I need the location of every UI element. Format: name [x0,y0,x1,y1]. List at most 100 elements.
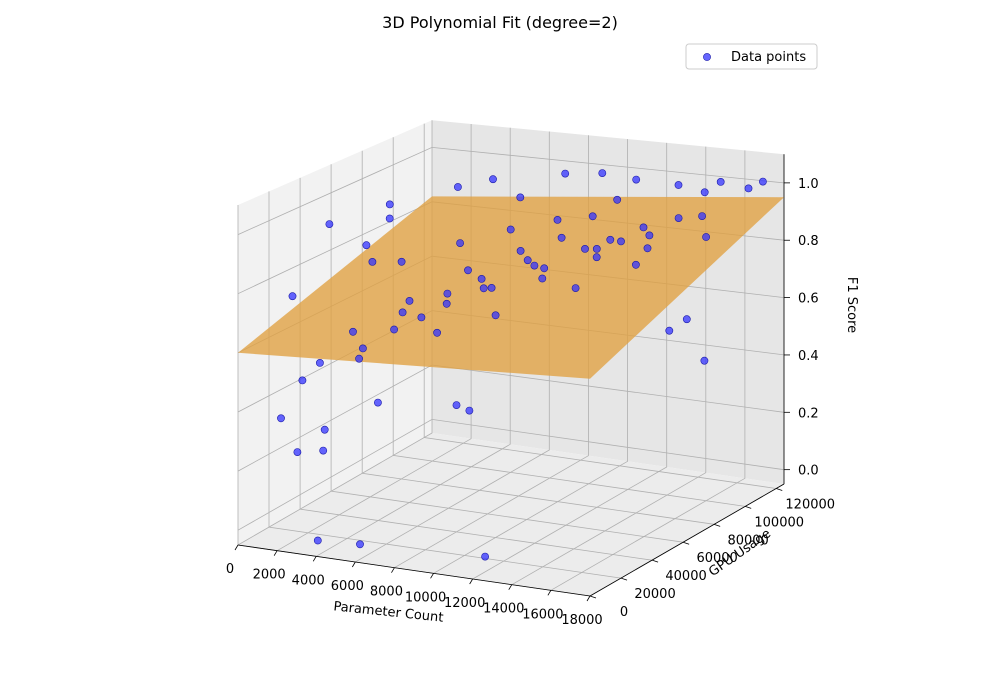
data-point [523,256,532,265]
x-tick [312,556,317,562]
data-point [581,244,589,253]
x-tick [351,561,356,568]
z-tick-label: 0.4 [798,349,819,364]
fit-surface-layer [238,196,784,379]
x-tick-label: 12000 [444,596,485,611]
data-point [481,552,489,561]
x-tick-label: 8000 [370,585,403,600]
data-point [540,264,549,273]
data-points-layer [277,169,767,561]
data-point [298,376,307,385]
axes-lines [237,154,785,597]
z-gridline [237,146,785,235]
y-tick-label: 20000 [634,587,675,602]
x-tick-label: 0 [226,562,234,577]
y-tick [776,488,783,491]
data-point [313,536,322,545]
data-point [358,344,367,353]
x-tick [273,550,278,556]
x-tick [430,573,434,579]
legend-box [685,43,818,70]
data-point [632,260,640,269]
data-point [530,261,539,270]
y-gridline [299,177,653,561]
y-tick [745,506,752,509]
data-point [356,540,364,549]
fit-surface [238,196,784,379]
data-point [487,283,496,292]
data-point [390,325,398,334]
data-point [561,169,570,178]
data-point [465,406,474,415]
data-point [702,233,710,241]
data-point [538,274,547,283]
data-point [320,425,329,434]
data-point [606,235,615,244]
y-tick-label: 40000 [665,569,706,584]
y-tick-label: 0 [620,605,628,620]
data-point [479,284,488,293]
x-tick-label: 10000 [405,590,446,605]
data-point [700,188,709,197]
data-point [277,414,285,423]
chart-title: 3D Polynomial Fit (degree=2) [382,13,618,32]
data-point [698,212,706,220]
data-point [453,183,462,191]
data-point [442,299,451,308]
data-point [632,175,641,184]
x-tick [547,590,552,596]
data-point [557,233,566,242]
data-point [553,215,562,224]
data-point [433,328,441,337]
y-axis-line [589,483,785,597]
x-tick-label: 6000 [331,579,364,594]
data-point [355,354,363,363]
data-point [506,225,515,234]
data-point [571,284,580,292]
data-point [373,398,382,407]
x-tick [391,567,395,573]
data-point [613,195,622,204]
x-tick-label: 18000 [561,613,602,628]
y-tick-label: 80000 [727,533,768,548]
data-point [325,220,334,228]
x-gridline [550,150,746,591]
data-point [464,266,472,275]
z-tick-label: 0.8 [798,234,819,249]
tick-labels-layer: 0 2000 4000 6000 8000 10000120001400016000180… [226,177,835,628]
data-point [362,241,371,250]
y-tick [589,595,597,599]
data-point [598,169,607,177]
data-point [516,246,525,255]
data-point [417,313,426,322]
z-tick-label: 0.0 [798,464,819,479]
z-tick-label: 1.0 [798,177,819,192]
data-point [588,212,597,221]
x-axis-line [237,544,591,597]
legend: Data points [685,43,818,70]
y-tick-label: 60000 [696,551,737,566]
data-point [700,356,709,365]
y-tick [620,577,628,581]
data-point [592,253,601,262]
data-point [617,237,625,246]
x-tick-label: 4000 [292,573,325,588]
data-point [716,177,725,186]
data-point [319,446,328,455]
data-point [639,223,648,232]
data-point [398,308,407,317]
y-tick-label: 120000 [785,497,835,512]
floor-pane [238,433,784,596]
data-point [293,448,302,456]
data-point [682,315,691,324]
x-tick [469,578,474,585]
y-gridline [330,164,684,543]
x-tick [586,595,591,602]
data-point [456,239,464,247]
data-point [674,181,683,189]
y-tick [682,541,690,545]
data-point [315,358,324,367]
data-point [643,244,652,253]
z-axis-label: F1 Score [844,277,859,333]
x-tick [508,584,513,590]
